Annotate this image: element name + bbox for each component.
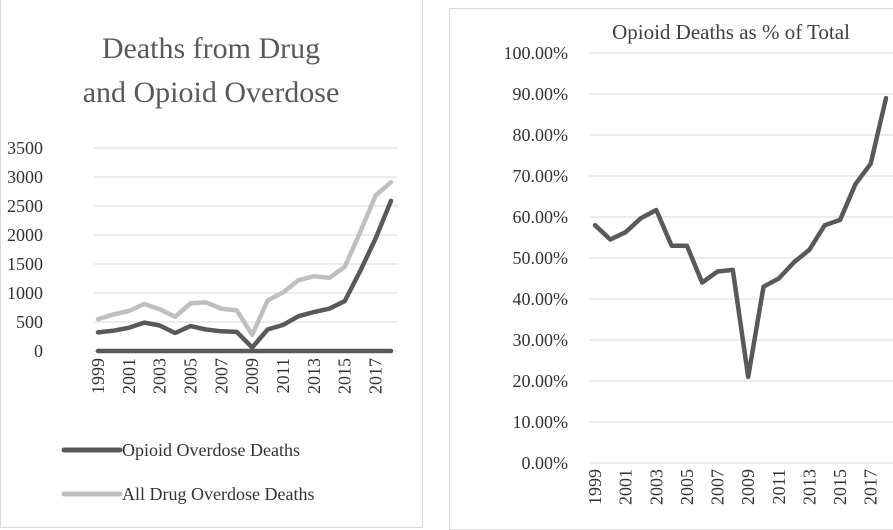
y-tick-label: 10.00%	[513, 412, 569, 432]
y-tick-label: 80.00%	[513, 125, 569, 145]
x-tick-label: 2001	[119, 358, 139, 394]
y-tick-label: 1000	[7, 283, 43, 303]
x-tick-label: 2005	[181, 358, 201, 394]
y-tick-label: 3500	[7, 138, 43, 158]
chart-title: Opioid Deaths as % of Total	[612, 20, 850, 44]
y-tick-label: 3000	[7, 167, 43, 187]
x-tick-label: 2009	[738, 469, 758, 505]
x-tick-label: 2015	[830, 469, 850, 505]
y-tick-label: 0	[34, 341, 43, 361]
x-tick-label: 2015	[335, 358, 355, 394]
chart-title-line-2: and Opioid Overdose	[83, 76, 340, 109]
x-tick-label: 1999	[88, 358, 108, 394]
y-tick-label: 2000	[7, 225, 43, 245]
y-tick-label: 2500	[7, 196, 43, 216]
x-tick-label: 2001	[616, 469, 636, 505]
y-tick-label: 1500	[7, 254, 43, 274]
legend-label-all-drug: All Drug Overdose Deaths	[122, 484, 314, 504]
x-tick-label: 2009	[242, 358, 262, 394]
x-tick-label: 2011	[273, 358, 293, 393]
y-tick-label: 20.00%	[513, 371, 569, 391]
y-tick-label: 30.00%	[513, 330, 569, 350]
series-line-opioid-overdose-deaths	[95, 198, 394, 350]
legend-label-opioid: Opioid Overdose Deaths	[122, 440, 300, 460]
series-line-all-drug-overdose-deaths	[95, 179, 394, 338]
opioid-percent-chart-panel	[449, 8, 893, 530]
y-tick-label: 100.00%	[504, 43, 569, 63]
right-series-line-0	[592, 95, 889, 380]
y-tick-label: 90.00%	[513, 84, 569, 104]
y-tick-label: 60.00%	[513, 207, 569, 227]
x-tick-label: 2013	[304, 358, 324, 394]
y-tick-label: 50.00%	[513, 248, 569, 268]
x-tick-label: 2007	[211, 358, 231, 394]
x-tick-label: 2003	[646, 469, 666, 505]
y-tick-label: 500	[16, 312, 43, 332]
y-tick-label: 0.00%	[522, 453, 569, 473]
x-tick-label: 2013	[799, 469, 819, 505]
x-tick-label: 2003	[150, 358, 170, 394]
y-tick-label: 40.00%	[513, 289, 569, 309]
x-tick-label: 1999	[585, 469, 605, 505]
x-tick-label: 2017	[861, 469, 881, 505]
chart-title-line-1: Deaths from Drug	[102, 32, 320, 65]
x-tick-label: 2011	[769, 469, 789, 504]
y-tick-label: 70.00%	[513, 166, 569, 186]
x-tick-label: 2007	[708, 469, 728, 505]
x-tick-label: 2017	[366, 358, 386, 394]
x-tick-label: 2005	[677, 469, 697, 505]
